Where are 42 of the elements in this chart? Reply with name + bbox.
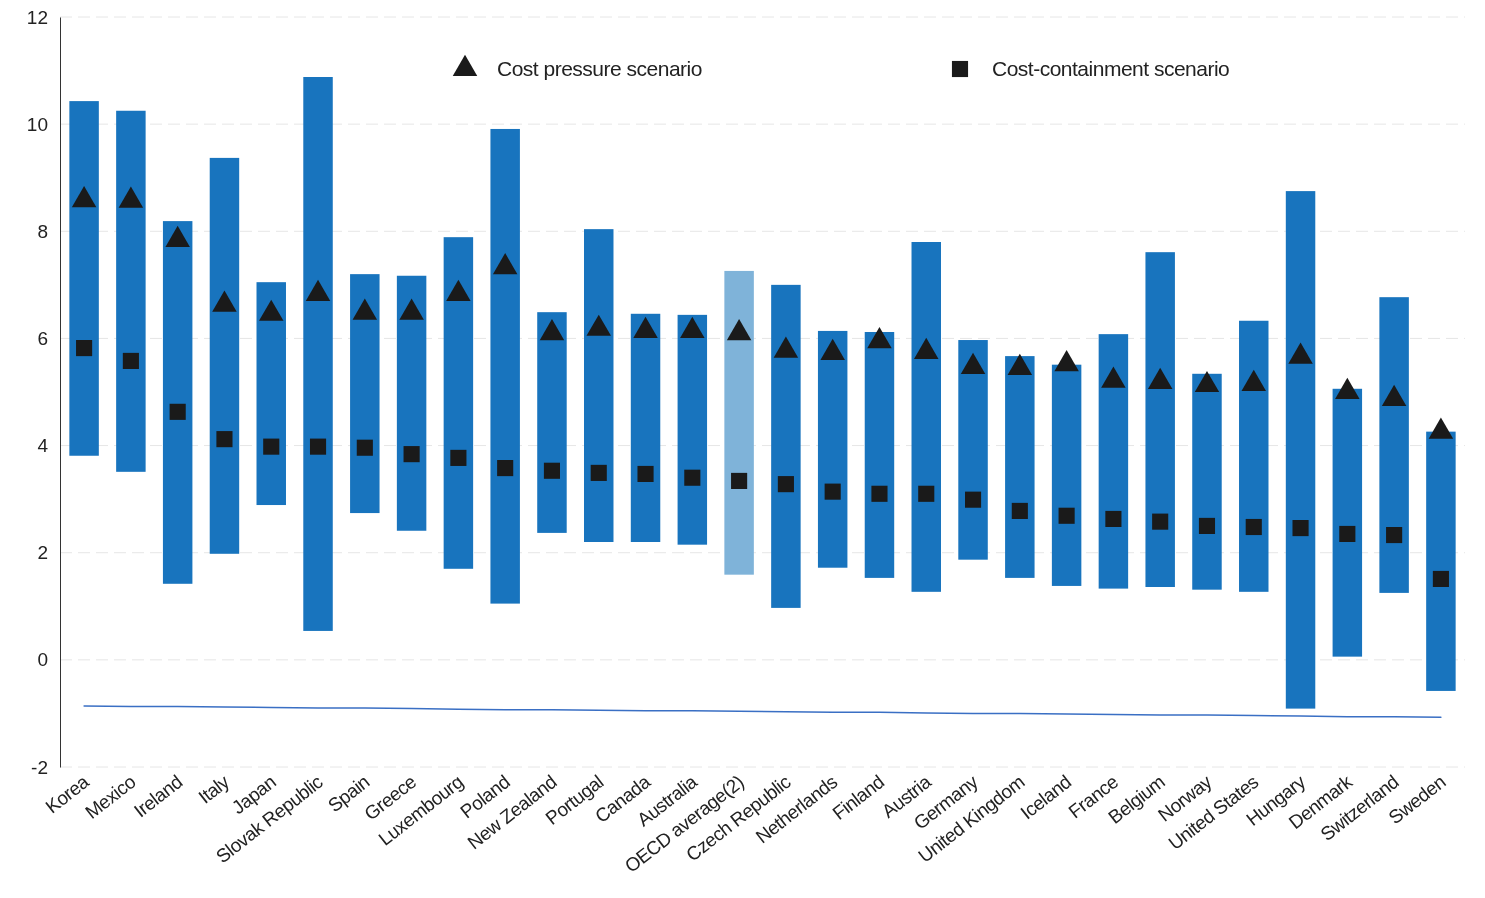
- bar: [724, 270, 754, 575]
- bar: [1332, 388, 1363, 657]
- y-tick-label: 10: [26, 113, 48, 135]
- y-tick-label: 2: [37, 542, 48, 564]
- bar: [1005, 356, 1035, 578]
- x-tick-label: Italy: [194, 770, 234, 808]
- bar: [584, 229, 614, 542]
- line-series: [83, 705, 1442, 718]
- y-tick-label: -2: [31, 756, 48, 778]
- bar: [958, 340, 988, 560]
- bar: [1098, 334, 1129, 589]
- y-tick-label: 4: [37, 435, 49, 457]
- bar: [864, 332, 895, 578]
- bar: [69, 101, 99, 456]
- bar: [1051, 364, 1082, 586]
- bar: [911, 242, 941, 592]
- bar: [396, 275, 427, 531]
- bar: [116, 110, 146, 472]
- bar: [490, 128, 520, 604]
- bar: [1145, 252, 1175, 587]
- legend-label: Cost-containment scenario: [992, 57, 1230, 80]
- bar: [1239, 320, 1269, 592]
- bar: [537, 312, 567, 533]
- bar: [162, 221, 193, 584]
- bar: [630, 313, 661, 542]
- bar: [350, 274, 380, 514]
- bar: [677, 314, 708, 545]
- bar: [443, 237, 474, 569]
- bar: [209, 157, 240, 554]
- bar: [817, 330, 848, 568]
- y-tick-label: 6: [37, 328, 48, 350]
- y-tick-label: 0: [37, 649, 48, 671]
- y-tick-label: 12: [26, 6, 48, 28]
- bar: [303, 77, 333, 631]
- bar: [1192, 373, 1222, 590]
- y-tick-label: 8: [37, 220, 48, 242]
- bar: [256, 282, 286, 506]
- legend-label: Cost pressure scenario: [497, 57, 702, 80]
- bar: [1379, 297, 1409, 593]
- bar: [771, 284, 801, 608]
- bar: [1426, 431, 1456, 691]
- bar: [1285, 191, 1316, 709]
